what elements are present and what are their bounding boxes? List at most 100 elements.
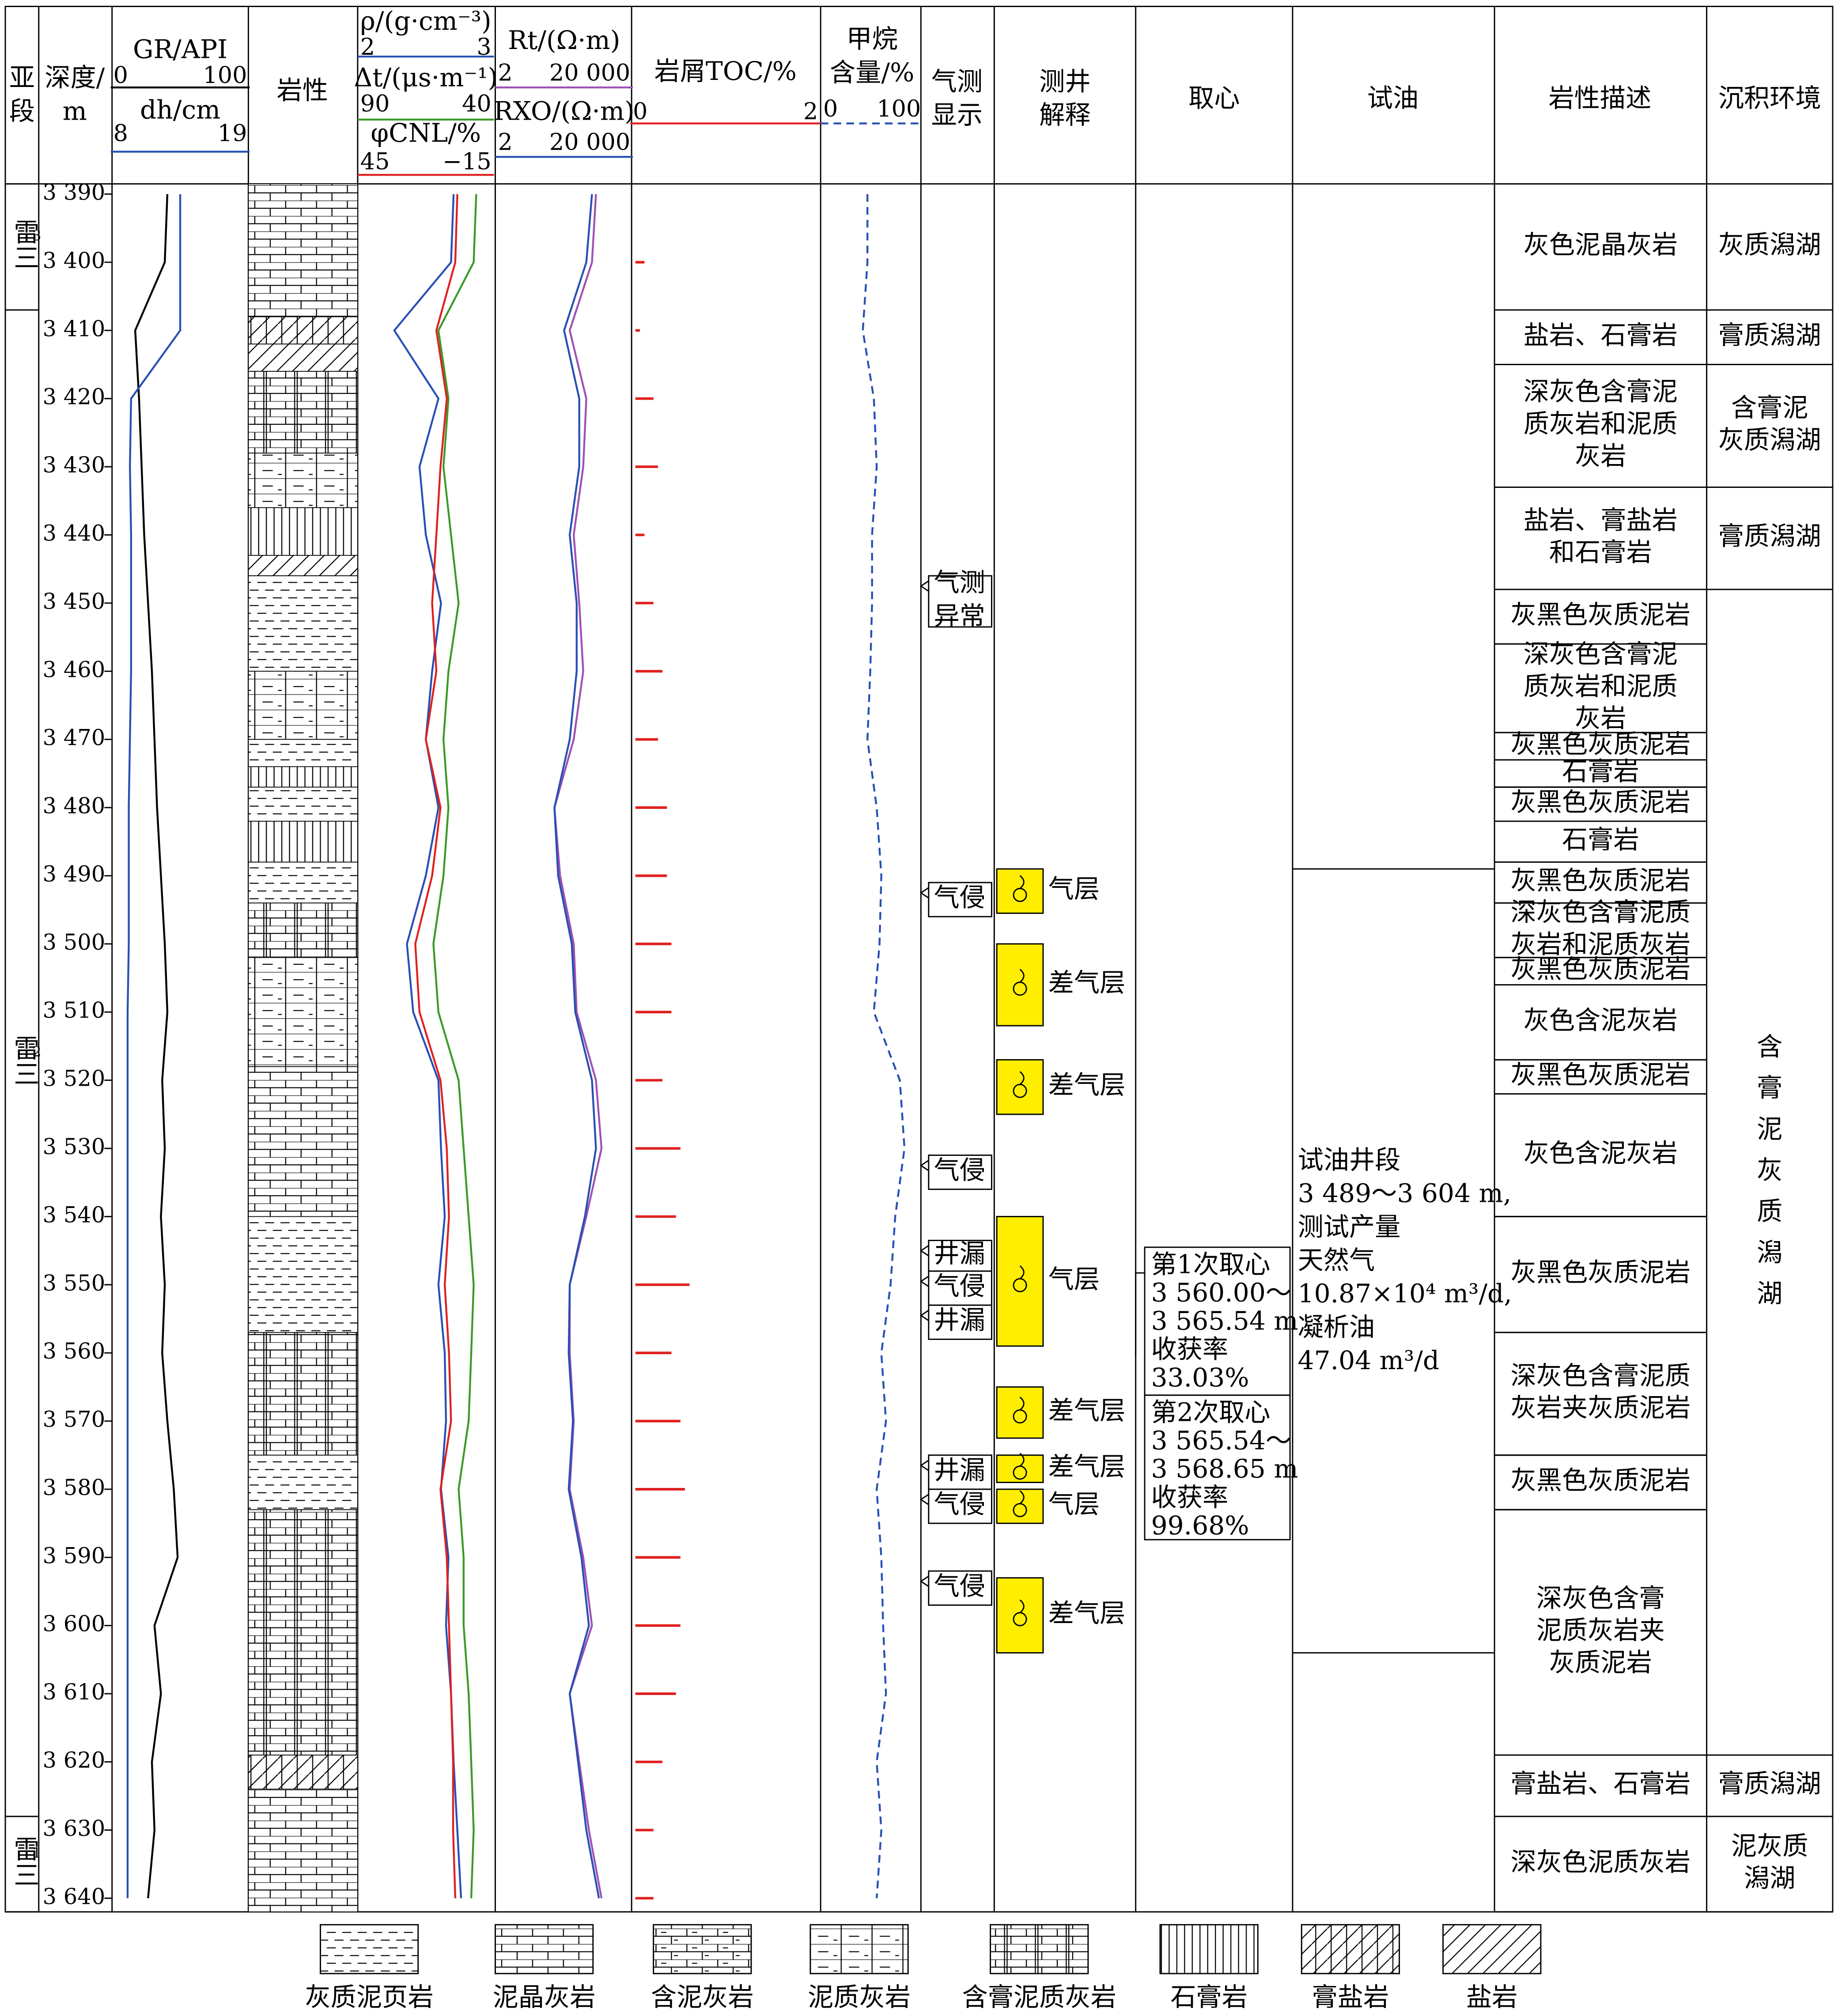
description-text: 深灰色泥质灰岩	[1511, 1847, 1691, 1877]
description-text: 灰黑色灰质泥岩	[1511, 787, 1691, 817]
depth-tick-label: 3 600	[42, 1611, 105, 1637]
gas-show-bracket	[919, 1460, 929, 1471]
curve-scale-label: 0	[633, 98, 647, 125]
legend-swatch	[320, 1924, 419, 1974]
lithology-interval	[248, 1454, 358, 1510]
environment-text: 潟湖	[1744, 1863, 1795, 1893]
interpretation-box	[996, 1488, 1044, 1524]
curve-scale-label: 2	[498, 59, 512, 86]
substage-name: 雷三	[9, 219, 39, 270]
curve-scale-label: 8	[113, 120, 128, 147]
substage-sup: 2	[32, 1043, 41, 1060]
column-title: 沉积环境	[1718, 83, 1821, 113]
gas-show-bracket	[919, 1159, 929, 1171]
description-text: 灰岩	[1575, 703, 1626, 733]
depth-tick-label: 3 510	[42, 997, 105, 1023]
core-box	[1144, 1394, 1291, 1540]
column-title: 测井	[1039, 66, 1090, 96]
legend-label: 膏盐岩	[1312, 1982, 1389, 2012]
curve-title: Rt/(Ω·m)	[508, 25, 620, 55]
log-curve	[862, 194, 906, 1899]
curve-scale-label: 20 000	[549, 129, 630, 156]
depth-tick-label: 3 620	[42, 1747, 105, 1773]
lithology-interval	[248, 766, 358, 788]
column-title: 亚	[9, 63, 35, 93]
description-text: 质灰岩和泥质	[1524, 409, 1678, 439]
gas-symbol	[1019, 1453, 1025, 1467]
gas-show-label: 气侵	[934, 1271, 985, 1301]
gas-show-box	[928, 575, 992, 628]
column-title: 气测	[931, 66, 983, 96]
depth-tick-label: 3 580	[42, 1475, 105, 1500]
log-curve	[393, 194, 462, 1899]
interpretation-label: 差气层	[1048, 1598, 1126, 1628]
environment-text: 膏质潟湖	[1718, 1769, 1821, 1799]
lithology-interval	[248, 1066, 358, 1217]
lithology-interval	[248, 1789, 358, 1913]
interpretation-label: 差气层	[1048, 967, 1126, 997]
core-text: 第1次取心	[1151, 1250, 1271, 1280]
curve-scale-label: −15	[442, 148, 492, 175]
gas-show-label: 异常	[934, 601, 985, 631]
legend-swatch	[1159, 1924, 1259, 1974]
test-text: 凝析油	[1298, 1312, 1375, 1342]
description-text: 泥质灰岩夹	[1536, 1615, 1665, 1645]
lithology-interval	[248, 555, 358, 577]
curve-title: 甲烷	[846, 24, 897, 54]
description-text: 质灰岩和泥质	[1524, 671, 1678, 701]
core-text: 3 565.54～	[1151, 1426, 1291, 1456]
description-text: 灰黑色灰质泥岩	[1511, 1465, 1691, 1495]
environment-text: 湖	[1757, 1279, 1782, 1309]
depth-tick-label: 3 630	[42, 1816, 105, 1841]
log-curve	[553, 194, 600, 1899]
environment-text: 含	[1757, 1031, 1782, 1061]
description-text: 膏盐岩、石膏岩	[1511, 1769, 1691, 1799]
frame	[4, 6, 1834, 1913]
description-text: 灰黑色灰质泥岩	[1511, 1257, 1691, 1287]
column-title: 试油	[1367, 83, 1418, 113]
depth-tick-label: 3 550	[42, 1270, 105, 1296]
legend-swatch	[990, 1924, 1089, 1974]
legend-swatch	[653, 1924, 752, 1974]
test-text: 10.87×10⁴ m³/d,	[1298, 1279, 1512, 1309]
interpretation-box	[996, 868, 1044, 914]
curve-scale-label: 100	[203, 62, 247, 89]
substage-sup: 1	[32, 1844, 41, 1861]
environment-text: 膏质潟湖	[1718, 320, 1821, 350]
curve-scale-label: 45	[360, 148, 390, 175]
log-curve	[126, 194, 182, 1899]
gas-show-label: 气侵	[934, 1489, 985, 1519]
lithology-interval	[248, 453, 358, 508]
lithology-interval	[248, 183, 358, 317]
environment-text: 灰质潟湖	[1718, 425, 1821, 455]
curve-scale-label: 40	[462, 90, 492, 117]
legend-label: 含膏泥质灰岩	[962, 1982, 1116, 2012]
curve-scale-label: 2	[803, 98, 818, 125]
lithology-interval	[248, 344, 358, 372]
gas-show-bracket	[919, 887, 929, 899]
lithology-interval	[248, 1755, 358, 1790]
interpretation-box	[996, 1454, 1044, 1483]
column-title: 显示	[931, 100, 983, 130]
gas-show-bracket	[919, 580, 929, 592]
core-text: 3 568.65 m	[1151, 1454, 1298, 1484]
log-curve	[134, 194, 179, 1899]
interpretation-box	[996, 943, 1044, 1027]
gas-show-box	[928, 1570, 992, 1606]
gas-symbol	[1019, 1397, 1025, 1411]
description-text: 灰黑色灰质泥岩	[1511, 729, 1691, 759]
legend-label: 含泥灰岩	[651, 1982, 754, 2012]
depth-tick-label: 3 490	[42, 861, 105, 887]
environment-text: 含膏泥	[1731, 393, 1808, 423]
description-text: 石膏岩	[1562, 756, 1639, 786]
gas-symbol	[1019, 969, 1025, 983]
environment-text: 灰质潟湖	[1718, 230, 1821, 260]
lithology-interval	[248, 957, 358, 1067]
gas-show-box	[928, 1304, 992, 1340]
description-text: 盐岩、石膏岩	[1524, 320, 1678, 350]
gas-show-bracket	[919, 1494, 929, 1506]
gas-show-bracket	[919, 1575, 929, 1587]
depth-tick-label: 3 420	[42, 384, 105, 410]
gas-show-label: 气测	[934, 567, 985, 597]
gas-show-bracket	[919, 1310, 929, 1321]
